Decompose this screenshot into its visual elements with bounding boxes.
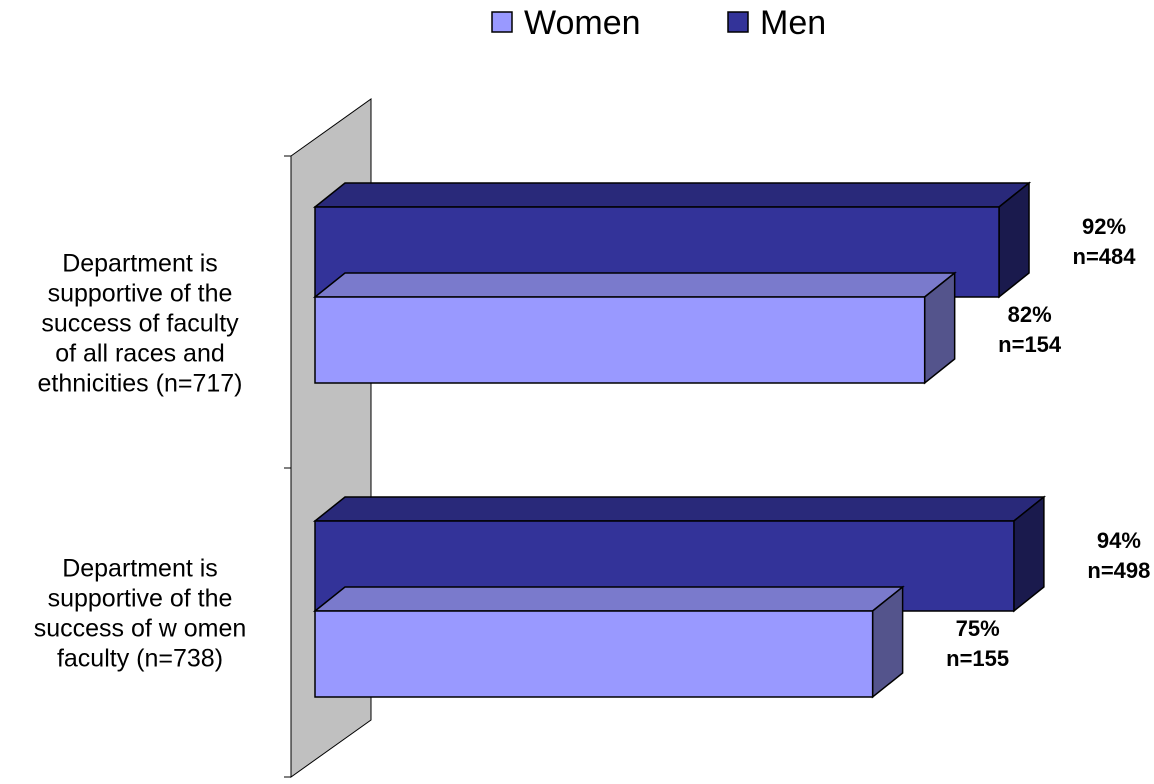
data-label-women-1: n=154 [998, 332, 1062, 357]
legend: Women Men [491, 4, 826, 42]
bar-top-face [312, 496, 1047, 522]
legend-item-women: Women [491, 4, 641, 42]
data-label-men-1: 92% [1082, 214, 1126, 239]
legend-swatch [491, 11, 513, 33]
category-label-line: Department is [62, 555, 218, 583]
bar-top-face [312, 272, 957, 298]
bars [312, 181, 1047, 699]
category-label-line: supportive of the [48, 585, 233, 613]
category-label-line: success of w omen [34, 615, 247, 643]
category-label-line: supportive of the [48, 280, 233, 308]
bar-women-2 [312, 585, 905, 699]
data-label-women-2: 75% [956, 616, 1000, 641]
legend-swatch [727, 11, 749, 33]
data-label-men-2: 94% [1097, 528, 1141, 553]
data-label-women-2: n=155 [946, 646, 1009, 671]
bar-front-face [314, 296, 926, 384]
legend-label: Women [524, 4, 641, 42]
bar-top-face [312, 182, 1032, 208]
category-label-line: ethnicities (n=717) [38, 370, 243, 398]
category-label-line: of all races and [55, 340, 225, 368]
legend-item-men: Men [727, 4, 826, 42]
bar-top-face [312, 586, 905, 612]
legend-label: Men [760, 4, 826, 42]
data-label-men-2: n=498 [1087, 558, 1150, 583]
category-label-line: Department is [62, 250, 218, 278]
data-labels: 92% n=484 82% n=154 94% n=498 75% n=155 [946, 214, 1150, 671]
category-label-line: success of faculty [41, 310, 239, 338]
category-label-line: faculty (n=738) [57, 645, 223, 673]
bar-women-1 [312, 271, 957, 385]
bar-front-face [314, 610, 874, 698]
data-label-women-1: 82% [1008, 302, 1052, 327]
data-label-men-1: n=484 [1073, 244, 1137, 269]
